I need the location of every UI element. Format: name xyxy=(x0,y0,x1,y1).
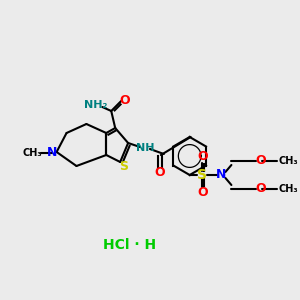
Text: S: S xyxy=(196,168,207,182)
Text: N: N xyxy=(216,169,227,182)
Text: CH₃: CH₃ xyxy=(278,156,298,166)
Text: O: O xyxy=(197,187,208,200)
Text: CH₃: CH₃ xyxy=(278,184,298,194)
Text: N: N xyxy=(46,146,57,158)
Text: NH: NH xyxy=(136,143,154,153)
Text: HCl · H: HCl · H xyxy=(103,238,156,252)
Text: O: O xyxy=(154,166,165,178)
Text: O: O xyxy=(120,94,130,106)
Text: CH₃: CH₃ xyxy=(23,148,43,158)
Text: O: O xyxy=(255,154,266,167)
Text: O: O xyxy=(255,182,266,196)
Text: S: S xyxy=(118,160,127,173)
Text: NH₂: NH₂ xyxy=(84,100,107,110)
Text: O: O xyxy=(197,151,208,164)
